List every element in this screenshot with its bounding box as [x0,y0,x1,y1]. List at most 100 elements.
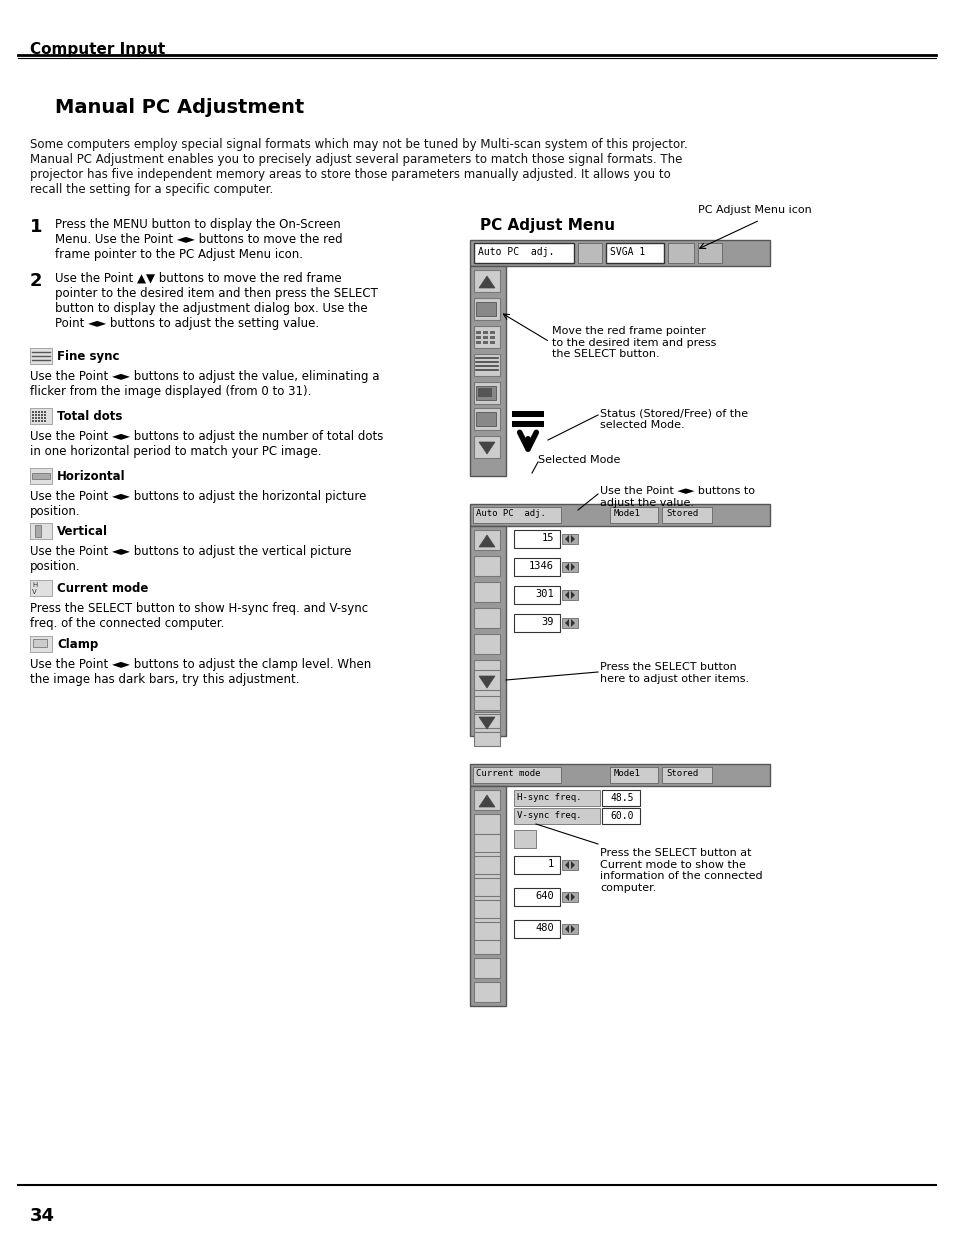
Polygon shape [564,563,568,571]
Text: Total dots: Total dots [57,410,122,424]
Bar [41,414,43,416]
Bar [38,414,40,416]
Bar [474,530,499,550]
Bar [474,856,499,874]
Bar [474,714,499,727]
Bar [474,408,499,430]
Bar [609,508,658,522]
Text: Stored: Stored [665,509,698,517]
Bar [514,920,559,939]
Text: 15: 15 [541,534,554,543]
Text: Use the Point ◄► buttons to adjust the clamp level. When
the image has dark bars: Use the Point ◄► buttons to adjust the c… [30,658,371,685]
Bar [667,243,693,263]
Text: Selected Mode: Selected Mode [537,454,619,466]
Bar [38,411,40,412]
Bar [474,608,499,629]
Text: 48.5: 48.5 [610,793,634,803]
Bar [474,326,499,348]
Bar [490,336,495,338]
Bar [578,243,601,263]
Text: Press the SELECT button
here to adjust other items.: Press the SELECT button here to adjust o… [599,662,748,684]
Bar [514,558,559,576]
Bar [474,382,499,404]
Polygon shape [564,893,568,902]
Bar [474,910,499,930]
Bar [35,420,37,422]
Bar [474,878,499,897]
Text: Mode1: Mode1 [614,769,640,778]
Text: Use the Point ◄► buttons to adjust the vertical picture
position.: Use the Point ◄► buttons to adjust the v… [30,545,351,573]
Bar [474,582,499,601]
Bar [514,614,559,632]
Bar [477,388,492,396]
Text: Manual PC Adjustment: Manual PC Adjustment [55,98,304,117]
Text: Status (Stored/Free) of the
selected Mode.: Status (Stored/Free) of the selected Mod… [599,408,747,430]
Text: 480: 480 [535,923,554,932]
Text: Press the MENU button to display the On-Screen
Menu. Use the Point ◄► buttons to: Press the MENU button to display the On-… [55,219,342,261]
Text: Stored: Stored [665,769,698,778]
Bar [41,420,43,422]
Bar [512,411,543,417]
Polygon shape [478,718,495,729]
Bar [470,764,769,785]
Bar [35,411,37,412]
Bar [474,270,499,291]
Text: SVGA 1: SVGA 1 [609,247,644,257]
Bar [35,414,37,416]
Text: Auto PC  adj.: Auto PC adj. [476,509,545,517]
Bar [476,412,496,426]
Text: H-sync freq.: H-sync freq. [517,793,581,802]
Text: Use the Point ▲▼ buttons to move the red frame
pointer to the desired item and t: Use the Point ▲▼ buttons to move the red… [55,272,377,330]
Bar [30,636,52,652]
Bar [561,534,578,543]
Bar [609,767,658,783]
Bar [470,240,769,266]
Bar [32,473,50,479]
Bar [30,468,52,484]
Bar [514,790,599,806]
Bar [32,411,34,412]
Bar [41,411,43,412]
Bar [476,303,496,316]
Polygon shape [571,893,575,902]
Bar [30,408,52,424]
Bar [474,834,499,852]
Text: V-sync freq.: V-sync freq. [517,811,581,820]
Bar [30,522,52,538]
Bar [476,387,496,400]
Bar [601,790,639,806]
Polygon shape [564,861,568,869]
Bar [482,341,488,345]
Bar [561,924,578,934]
Bar [474,958,499,978]
Bar [490,341,495,345]
Bar [474,790,499,810]
Bar [41,417,43,419]
Text: 39: 39 [541,618,554,627]
Bar [32,414,34,416]
Text: PC Adjust Menu: PC Adjust Menu [479,219,615,233]
Text: Vertical: Vertical [57,525,108,538]
Bar [473,508,560,522]
Bar [512,421,543,427]
Bar [470,504,769,526]
Bar [30,348,52,364]
Polygon shape [564,925,568,932]
Bar [476,336,480,338]
Bar [514,585,559,604]
Bar [44,420,46,422]
Text: 2: 2 [30,272,43,290]
Bar [474,436,499,458]
Text: Use the Point ◄► buttons to adjust the horizontal picture
position.: Use the Point ◄► buttons to adjust the h… [30,490,366,517]
Bar [474,900,499,918]
Text: 1: 1 [30,219,43,236]
Bar [32,417,34,419]
Bar [470,266,505,475]
Bar [482,331,488,333]
Polygon shape [478,442,495,454]
Bar [661,767,711,783]
Bar [474,934,499,953]
Polygon shape [478,676,495,688]
Text: Horizontal: Horizontal [57,471,126,483]
Bar [35,525,41,537]
